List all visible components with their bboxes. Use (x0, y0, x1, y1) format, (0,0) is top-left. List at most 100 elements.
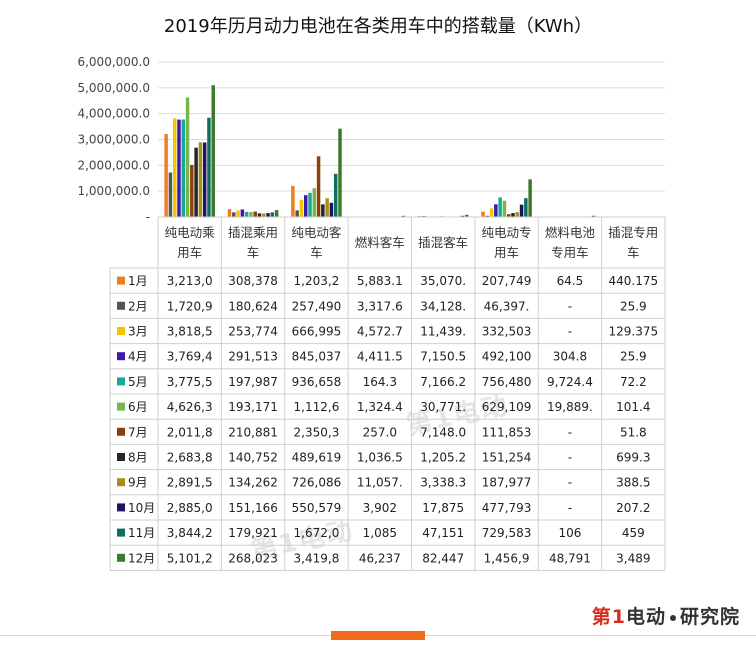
table-cell: 1,112,6 (294, 400, 340, 414)
table-cell: - (568, 425, 572, 439)
table-cell: 11,057. (357, 476, 403, 490)
category-label: 纯电动专 (482, 225, 532, 240)
table-cell: 3,844,2 (167, 526, 213, 540)
table-cell: - (568, 325, 572, 339)
bar (295, 210, 299, 217)
legend-label: 5月 (128, 375, 148, 389)
table-cell: 3,818,5 (167, 325, 213, 339)
bar (308, 192, 312, 217)
bar (460, 215, 465, 217)
legend-swatch (117, 503, 125, 512)
bar (502, 200, 507, 217)
legend-label: 4月 (128, 350, 148, 364)
table-cell: 257,490 (292, 299, 342, 313)
legend-swatch (117, 553, 125, 562)
table-cell: 629,109 (482, 400, 532, 414)
table-cell: 7,150.5 (420, 350, 466, 364)
category-label: 插混乘用 (228, 225, 278, 240)
bar (329, 202, 334, 217)
table-cell: 2,885,0 (167, 501, 213, 515)
table-cell: 46,397. (484, 299, 530, 313)
table-cell: 4,572.7 (357, 325, 403, 339)
category-label: 用车 (177, 245, 202, 260)
table-cell: 1,205.2 (420, 451, 466, 465)
table-cell: 440.175 (609, 274, 659, 288)
y-tick-label: 1,000,000.0 (77, 184, 150, 198)
bar (194, 147, 198, 217)
bar (481, 211, 485, 217)
legend-label: 3月 (128, 325, 148, 339)
table-cell: 1,672,0 (294, 526, 340, 540)
legend-swatch (117, 402, 125, 411)
y-tick-label: 2,000,000.0 (77, 158, 150, 172)
table-cell: - (568, 476, 572, 490)
table-cell: 3,317.6 (357, 299, 403, 313)
table-cell: 4,626,3 (167, 400, 213, 414)
bar (207, 117, 211, 217)
table-cell: 7,166.2 (420, 375, 466, 389)
table-cell: 11,439. (420, 325, 466, 339)
bar (202, 142, 207, 217)
bar (299, 199, 304, 217)
table-cell: 4,411.5 (357, 350, 403, 364)
bar (266, 213, 270, 217)
table-cell: 332,503 (482, 325, 532, 339)
table-cell: 1,036.5 (357, 451, 403, 465)
brand-logo-mark: 第1 (591, 606, 626, 628)
bar (485, 215, 490, 217)
bar (190, 165, 194, 217)
bar (515, 212, 520, 217)
table-cell: 253,774 (228, 325, 278, 339)
table-cell: 106 (558, 526, 581, 540)
bar (236, 210, 240, 217)
bar (511, 213, 515, 217)
table-cell: - (568, 451, 572, 465)
legend-label: 10月 (128, 501, 155, 515)
table-cell: 268,023 (228, 551, 278, 565)
legend-label: 11月 (128, 526, 155, 540)
table-cell: 2,891,5 (167, 476, 213, 490)
table-cell: 46,237 (359, 551, 401, 565)
table-cell: 34,128. (420, 299, 466, 313)
category-label: 插混专用 (608, 225, 658, 240)
table-cell: 129.375 (609, 325, 659, 339)
legend-label: 6月 (128, 400, 148, 414)
bar (274, 210, 279, 217)
table-cell: 3,419,8 (294, 551, 340, 565)
brand-dot-icon (669, 614, 676, 621)
bar (489, 208, 494, 217)
table-cell: 25.9 (620, 350, 647, 364)
table-cell: 111,853 (482, 425, 532, 439)
bar (240, 209, 245, 217)
bar (494, 204, 498, 217)
table-cell: 492,100 (482, 350, 532, 364)
table-cell: 151,254 (482, 451, 532, 465)
category-label: 燃料客车 (355, 235, 405, 250)
table-cell: 388.5 (616, 476, 650, 490)
bar (198, 142, 203, 217)
table-cell: 729,583 (482, 526, 532, 540)
bar (401, 215, 406, 217)
y-tick-label: 3,000,000.0 (77, 133, 150, 147)
bar (519, 204, 524, 217)
table-cell: 477,793 (482, 501, 532, 515)
table-cell: 459 (622, 526, 645, 540)
table-cell: 726,086 (292, 476, 342, 490)
table-cell: 257.0 (363, 425, 397, 439)
table-cell: 5,101,2 (167, 551, 213, 565)
table-cell: 3,775,5 (167, 375, 213, 389)
bar (524, 198, 528, 217)
table-cell: 7,148.0 (420, 425, 466, 439)
table-cell: 845,037 (292, 350, 342, 364)
bar (321, 204, 325, 217)
legend-swatch (117, 478, 125, 487)
table-cell: 699.3 (616, 451, 650, 465)
legend-swatch (117, 301, 125, 310)
table-cell: 207,749 (482, 274, 532, 288)
y-tick-label: 5,000,000.0 (77, 81, 150, 95)
table-cell: 101.4 (616, 400, 650, 414)
table-cell: 64.5 (557, 274, 584, 288)
table-cell: 304.8 (553, 350, 587, 364)
table-cell: 72.2 (620, 375, 647, 389)
table-cell: 550,579 (292, 501, 342, 515)
